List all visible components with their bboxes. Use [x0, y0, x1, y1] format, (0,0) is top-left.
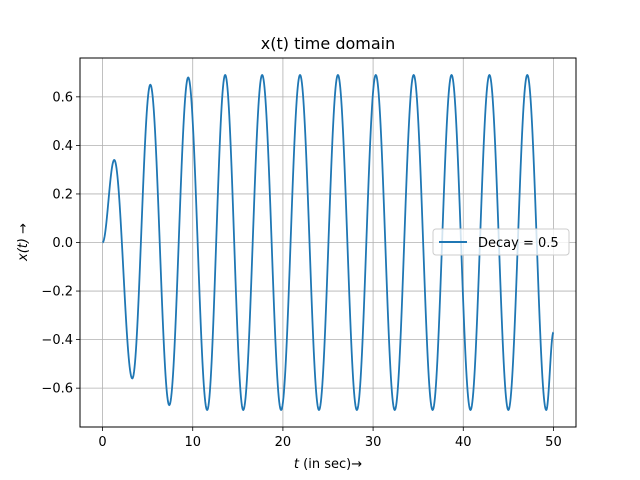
x-tick-label: 10 — [184, 435, 201, 450]
x-axis-label-rest: (in sec)→ — [299, 457, 362, 472]
legend: Decay = 0.5 — [432, 228, 570, 256]
y-tick-label: −0.6 — [41, 382, 73, 397]
x-tick-label: 20 — [275, 435, 292, 450]
y-axis-label-rest: → — [16, 223, 31, 238]
series-line — [101, 74, 555, 411]
y-tick-label: 0.2 — [52, 187, 73, 202]
y-tick-label: 0.0 — [52, 236, 73, 251]
x-tick-label: 30 — [365, 435, 382, 450]
x-tick-label: 0 — [98, 435, 106, 450]
x-axis-label: t (in sec)→ — [294, 457, 362, 472]
y-tick-label: −0.2 — [41, 285, 73, 300]
y-tick-label: −0.4 — [41, 333, 73, 348]
chart-title: x(t) time domain — [261, 34, 395, 53]
y-tick-label: 0.4 — [52, 139, 73, 154]
y-tick-label: 0.6 — [52, 90, 73, 105]
tick-layer: 0 10 20 30 40 50 −0.6 −0.4 −0.2 0.0 0.2 0.4 0.6 — [41, 90, 561, 450]
y-axis-label: x(t) → — [16, 223, 31, 262]
legend-label: Decay = 0.5 — [478, 236, 559, 251]
series-layer — [101, 74, 555, 411]
x-tick-label: 50 — [545, 435, 562, 450]
legend-box — [432, 228, 570, 256]
x-tick-label: 40 — [455, 435, 472, 450]
y-axis-label-math: x(t) — [16, 238, 31, 262]
x-axis-label-math: t — [294, 457, 300, 472]
